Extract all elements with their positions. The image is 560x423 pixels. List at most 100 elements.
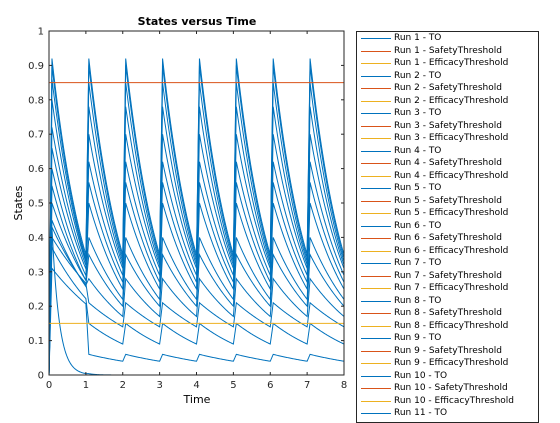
legend-entry: Run 6 - SafetyThreshold <box>357 232 538 245</box>
legend-swatch <box>361 325 391 327</box>
legend-entry: Run 2 - SafetyThreshold <box>357 82 538 95</box>
series-run-3-to <box>48 245 345 376</box>
legend-swatch <box>361 75 391 77</box>
legend-label: Run 10 - TO <box>394 370 448 381</box>
x-axis-ticks: 0 1 2 3 4 5 6 7 8 <box>46 31 347 391</box>
legend-label: Run 3 - TO <box>394 108 442 118</box>
legend-label: Run 7 - TO <box>394 258 442 268</box>
x-tick-label: 3 <box>156 380 162 391</box>
legend-swatch <box>361 63 391 64</box>
legend-entry: Run 6 - TO <box>357 220 538 233</box>
legend-label: Run 3 - EfficacyThreshold <box>394 133 509 143</box>
legend-swatch <box>361 163 391 164</box>
legend-label: Run 4 - SafetyThreshold <box>394 158 502 168</box>
y-tick-label: 0.4 <box>28 233 44 244</box>
legend-label: Run 1 - TO <box>394 33 442 43</box>
legend-swatch <box>361 50 391 52</box>
legend-swatch <box>361 100 391 102</box>
legend-swatch <box>361 175 391 177</box>
legend-label: Run 2 - EfficacyThreshold <box>394 95 509 106</box>
legend-swatch <box>361 200 391 202</box>
legend-entry: Run 4 - SafetyThreshold <box>357 157 538 170</box>
legend-entry: Run 3 - TO <box>357 107 538 120</box>
legend-swatch <box>361 413 391 414</box>
chart-title: States versus Time <box>138 15 257 28</box>
legend-entry: Run 9 - EfficacyThreshold <box>357 357 538 370</box>
y-tick-label: 0 <box>38 371 44 382</box>
y-tick-label: 0.1 <box>28 336 44 347</box>
legend-entry: Run 11 - TO <box>357 407 538 420</box>
y-tick-label: 0.7 <box>28 130 44 141</box>
x-tick-label: 5 <box>230 380 236 391</box>
legend-label: Run 7 - SafetyThreshold <box>394 270 502 281</box>
y-axis-label: States <box>12 185 25 220</box>
legend-entry: Run 7 - EfficacyThreshold <box>357 282 538 295</box>
legend-entry: Run 2 - TO <box>357 70 538 83</box>
y-tick-label: 0.6 <box>28 164 44 175</box>
legend-swatch <box>361 300 391 302</box>
legend-swatch <box>361 350 391 352</box>
series-run-4-to <box>48 235 345 376</box>
legend-swatch <box>361 188 391 189</box>
x-axis-label: Time <box>183 393 211 406</box>
legend-label: Run 6 - EfficacyThreshold <box>394 245 509 256</box>
legend-swatch <box>361 138 391 139</box>
series-run-2-to <box>48 266 345 376</box>
series-run-7-to <box>48 202 345 376</box>
legend-entry: Run 7 - TO <box>357 257 538 270</box>
legend-swatch <box>361 238 391 239</box>
legend-label: Run 1 - SafetyThreshold <box>394 45 502 56</box>
legend-entry: Run 6 - EfficacyThreshold <box>357 245 538 258</box>
legend-swatch <box>361 288 391 289</box>
legend-label: Run 6 - TO <box>394 220 442 231</box>
series-run-15-to <box>48 58 345 376</box>
legend-entry: Run 10 - SafetyThreshold <box>357 382 538 395</box>
legend-swatch <box>361 250 391 252</box>
series-run-6-to <box>48 220 345 376</box>
legend-swatch <box>361 338 391 339</box>
legend-label: Run 4 - EfficacyThreshold <box>394 170 509 181</box>
legend-label: Run 8 - EfficacyThreshold <box>394 320 509 331</box>
legend-entry: Run 3 - EfficacyThreshold <box>357 132 538 145</box>
legend-swatch <box>361 275 391 277</box>
legend-entry: Run 1 - EfficacyThreshold <box>357 57 538 70</box>
legend-label: Run 8 - SafetyThreshold <box>394 308 502 318</box>
y-tick-label: 0.3 <box>28 267 44 278</box>
legend-swatch <box>361 263 391 264</box>
legend-label: Run 6 - SafetyThreshold <box>394 233 502 243</box>
legend-entry: Run 8 - SafetyThreshold <box>357 307 538 320</box>
legend-swatch <box>361 313 391 314</box>
y-tick-label: 0.2 <box>28 302 44 313</box>
threshold-lines <box>49 82 344 324</box>
legend-entry: Run 8 - EfficacyThreshold <box>357 320 538 333</box>
x-tick-label: 8 <box>341 380 347 391</box>
legend-entry: Run 9 - SafetyThreshold <box>357 345 538 358</box>
x-tick-label: 0 <box>46 380 52 391</box>
legend-label: Run 7 - EfficacyThreshold <box>394 283 509 293</box>
legend-entry: Run 10 - EfficacyThreshold <box>357 395 538 408</box>
legend-entry: Run 5 - SafetyThreshold <box>357 195 538 208</box>
series-run-12-to <box>48 99 345 376</box>
legend-entry: Run 4 - EfficacyThreshold <box>357 170 538 183</box>
legend-label: Run 5 - TO <box>394 183 442 193</box>
legend-entry: Run 5 - TO <box>357 182 538 195</box>
y-tick-label: 1 <box>38 27 44 38</box>
x-tick-label: 4 <box>193 380 199 391</box>
legend-swatch <box>361 225 391 227</box>
y-tick-label: 0.9 <box>28 61 44 72</box>
series-run-10-to <box>48 147 345 376</box>
legend-label: Run 4 - TO <box>394 145 442 156</box>
x-tick-label: 2 <box>120 380 126 391</box>
legend-entry: Run 1 - TO <box>357 32 538 45</box>
y-axis-ticks: 0 0.1 0.2 0.3 0.4 0.5 0.6 0.7 0.8 0.9 1 <box>28 27 344 382</box>
x-tick-label: 7 <box>304 380 310 391</box>
legend-swatch <box>361 363 391 364</box>
legend-label: Run 5 - EfficacyThreshold <box>394 208 509 218</box>
legend-swatch <box>361 125 391 127</box>
legend-label: Run 5 - SafetyThreshold <box>394 195 502 206</box>
legend-swatch <box>361 150 391 152</box>
legend-swatch <box>361 88 391 89</box>
legend-entry: Run 1 - SafetyThreshold <box>357 45 538 58</box>
